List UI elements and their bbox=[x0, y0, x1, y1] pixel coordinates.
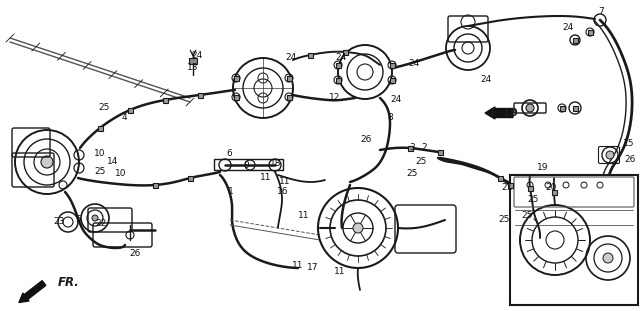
Text: 25: 25 bbox=[499, 216, 509, 225]
Text: 8: 8 bbox=[387, 114, 393, 123]
Bar bbox=[390, 77, 394, 82]
Bar bbox=[497, 175, 502, 180]
Bar bbox=[408, 146, 413, 151]
Bar bbox=[588, 30, 593, 35]
Text: 11: 11 bbox=[298, 211, 310, 220]
Text: 1: 1 bbox=[228, 188, 234, 197]
Text: 26: 26 bbox=[360, 136, 372, 145]
Text: 11: 11 bbox=[279, 178, 291, 187]
FancyArrow shape bbox=[485, 107, 513, 119]
Text: 21: 21 bbox=[501, 183, 513, 193]
Text: 18: 18 bbox=[270, 159, 282, 168]
Circle shape bbox=[603, 253, 613, 263]
Bar bbox=[573, 105, 577, 110]
Bar bbox=[189, 58, 197, 64]
Text: 25: 25 bbox=[527, 196, 539, 205]
Text: 26: 26 bbox=[624, 156, 636, 165]
Text: 19: 19 bbox=[537, 164, 548, 173]
Text: 24: 24 bbox=[390, 95, 402, 104]
Text: 10: 10 bbox=[115, 169, 127, 179]
Text: 25: 25 bbox=[406, 169, 418, 179]
Text: 24: 24 bbox=[481, 76, 492, 85]
Bar bbox=[307, 53, 312, 58]
Bar bbox=[390, 63, 394, 67]
Bar bbox=[198, 92, 202, 98]
Bar bbox=[97, 126, 102, 131]
Bar bbox=[438, 150, 442, 155]
Text: 11: 11 bbox=[334, 267, 346, 276]
Text: 3: 3 bbox=[409, 143, 415, 152]
Bar bbox=[508, 183, 513, 188]
Text: 25: 25 bbox=[522, 211, 532, 220]
Text: 25: 25 bbox=[99, 104, 109, 113]
Circle shape bbox=[41, 156, 53, 168]
Text: 12: 12 bbox=[330, 92, 340, 101]
Text: 9: 9 bbox=[243, 160, 249, 169]
Text: 11: 11 bbox=[292, 261, 304, 270]
Text: 15: 15 bbox=[623, 138, 635, 147]
Text: 22: 22 bbox=[95, 219, 107, 228]
Bar bbox=[335, 63, 340, 67]
Text: 23: 23 bbox=[53, 217, 65, 226]
Text: 25: 25 bbox=[415, 157, 427, 166]
Polygon shape bbox=[510, 175, 638, 305]
Bar bbox=[188, 175, 193, 180]
Text: 5: 5 bbox=[75, 216, 81, 225]
Bar bbox=[573, 38, 577, 43]
Text: 4: 4 bbox=[121, 114, 127, 123]
Text: 2: 2 bbox=[421, 143, 427, 152]
Bar bbox=[234, 95, 239, 100]
Text: 14: 14 bbox=[108, 157, 118, 166]
Bar bbox=[163, 98, 168, 103]
Bar bbox=[287, 95, 291, 100]
Text: 20: 20 bbox=[545, 183, 557, 193]
Bar bbox=[152, 183, 157, 188]
Bar bbox=[342, 49, 348, 54]
Bar bbox=[559, 105, 564, 110]
Text: E-10: E-10 bbox=[490, 108, 518, 118]
Text: 24: 24 bbox=[335, 53, 347, 62]
Bar bbox=[127, 108, 132, 113]
Text: 13: 13 bbox=[188, 63, 199, 72]
Text: 26: 26 bbox=[129, 248, 141, 258]
Text: 11: 11 bbox=[260, 173, 272, 182]
Text: 24: 24 bbox=[191, 50, 203, 59]
Circle shape bbox=[606, 151, 614, 159]
Text: 16: 16 bbox=[277, 188, 289, 197]
Text: 17: 17 bbox=[307, 263, 319, 272]
Circle shape bbox=[526, 104, 534, 112]
Text: 24: 24 bbox=[285, 53, 296, 62]
Bar bbox=[234, 76, 239, 81]
Text: 7: 7 bbox=[598, 7, 604, 16]
Text: 24: 24 bbox=[563, 22, 573, 31]
Circle shape bbox=[92, 215, 98, 221]
Text: 25: 25 bbox=[94, 168, 106, 177]
Text: 10: 10 bbox=[94, 150, 106, 159]
Bar bbox=[552, 189, 557, 194]
Text: 24: 24 bbox=[408, 58, 420, 67]
Bar bbox=[287, 76, 291, 81]
Bar bbox=[335, 77, 340, 82]
FancyArrow shape bbox=[19, 281, 46, 303]
Circle shape bbox=[353, 223, 363, 233]
Text: 6: 6 bbox=[226, 148, 232, 157]
Bar bbox=[527, 185, 532, 191]
Text: FR.: FR. bbox=[58, 276, 80, 290]
